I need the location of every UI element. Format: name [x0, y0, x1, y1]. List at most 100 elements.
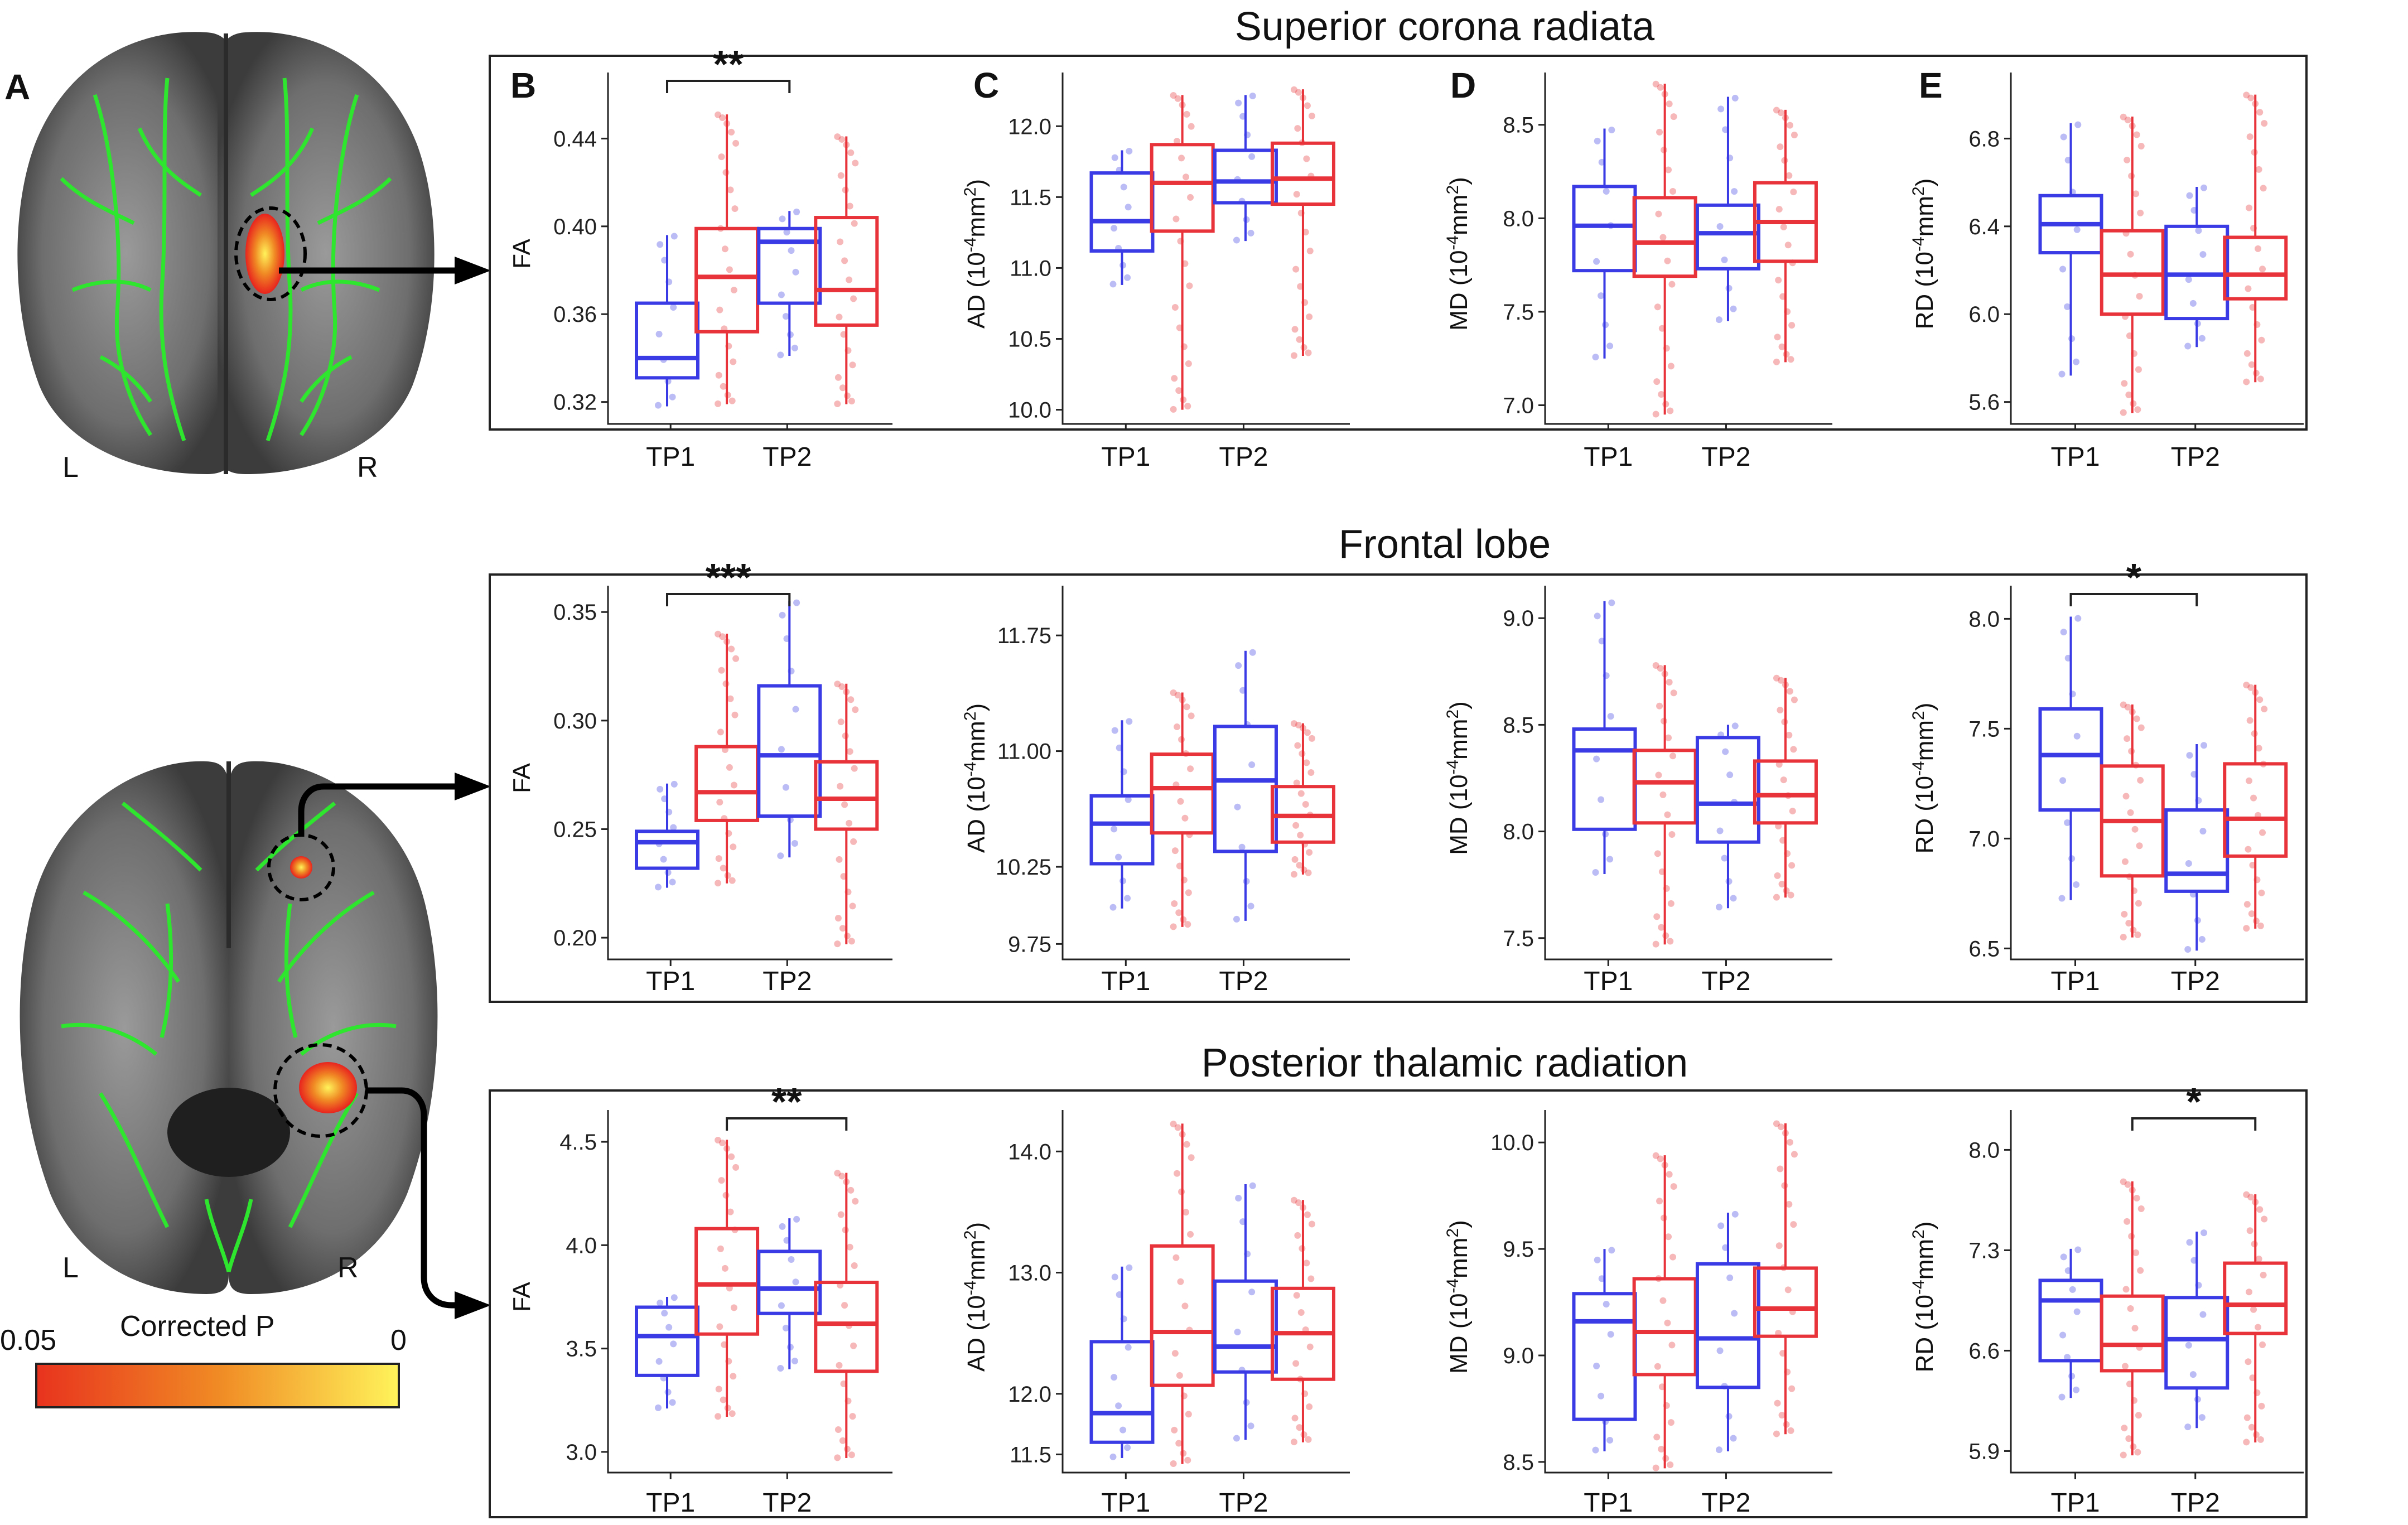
data-point [2127, 250, 2134, 258]
data-point [1171, 900, 1178, 907]
box-iqr [814, 760, 879, 831]
data-point [2255, 1255, 2262, 1262]
y-tick-label: 3.5 [566, 1337, 597, 1362]
data-point [720, 865, 727, 872]
data-point [1184, 921, 1191, 928]
box-red [1753, 1120, 1818, 1437]
arrowhead-frontal [455, 773, 491, 800]
data-point [716, 306, 723, 313]
data-point [719, 1140, 726, 1147]
data-point [2259, 1341, 2266, 1348]
data-point [1784, 1368, 1791, 1376]
data-point [783, 635, 790, 643]
data-point [1171, 1426, 1178, 1434]
data-point [1290, 720, 1297, 727]
data-point [793, 599, 800, 606]
data-point [2252, 1199, 2259, 1206]
data-point [1111, 154, 1118, 161]
box-red [1632, 80, 1697, 418]
box-iqr [1632, 749, 1697, 825]
data-point [1784, 308, 1791, 315]
data-point [843, 392, 851, 399]
data-point [2133, 131, 2140, 138]
region-frame [489, 573, 2308, 1003]
data-point [1297, 832, 1304, 839]
data-point [1781, 1182, 1788, 1189]
data-point [2130, 1443, 2137, 1450]
data-point [834, 940, 841, 948]
data-point [1188, 1154, 1195, 1161]
y-tick-label: 8.0 [1968, 1138, 2000, 1162]
connector-arrow-ptr [365, 1087, 457, 1309]
data-point [1787, 891, 1794, 899]
data-point [724, 1405, 731, 1412]
data-point [840, 873, 847, 880]
data-point [1661, 670, 1668, 678]
x-category-label: TP2 [1701, 1488, 1750, 1518]
data-point [2064, 819, 2071, 826]
box-iqr [1270, 141, 1335, 206]
data-point [2121, 858, 2129, 865]
data-point [2184, 342, 2192, 350]
x-category-label: TP2 [1701, 967, 1750, 996]
data-point [2252, 689, 2259, 696]
y-tick-label: 7.0 [1503, 393, 1534, 418]
box-blue [2164, 742, 2230, 953]
data-point [1777, 677, 1784, 684]
data-point [715, 111, 722, 118]
data-point [2074, 1246, 2082, 1253]
data-point [727, 186, 734, 194]
data-point [1296, 862, 1303, 869]
data-point [2199, 1311, 2207, 1318]
data-point [1658, 325, 1666, 332]
data-point [1773, 674, 1780, 682]
data-point [2185, 1341, 2192, 1349]
data-point [728, 645, 735, 653]
y-tick-label: 12.0 [1008, 114, 1051, 139]
data-point [2190, 771, 2198, 778]
data-point [777, 351, 784, 359]
data-point [836, 856, 843, 863]
data-point [1665, 1233, 1672, 1241]
data-point [715, 880, 722, 887]
box-red [1753, 674, 1818, 901]
data-point [1294, 125, 1301, 132]
data-point [1297, 210, 1305, 217]
data-point [1653, 913, 1661, 920]
box-red [2100, 701, 2165, 941]
data-point [1658, 1383, 1666, 1391]
data-point [848, 938, 855, 945]
data-point [1174, 1170, 1181, 1177]
data-point [1126, 1264, 1133, 1271]
data-point [728, 397, 736, 404]
axis-lines [2010, 73, 2304, 425]
data-point [1233, 915, 1240, 923]
data-point [846, 819, 853, 827]
data-point [715, 371, 722, 379]
data-point [1780, 224, 1787, 231]
data-point [2060, 629, 2067, 636]
data-point [2068, 855, 2076, 862]
data-point [1668, 831, 1676, 838]
box-iqr [1089, 1340, 1155, 1444]
data-point [2258, 336, 2265, 344]
data-point [1774, 1399, 1781, 1407]
box-red [1150, 689, 1215, 930]
data-point [2068, 335, 2076, 342]
data-point [1786, 1200, 1793, 1208]
data-point [2058, 895, 2066, 902]
data-point [1731, 1210, 1739, 1218]
data-point [1119, 262, 1127, 269]
box-red [814, 133, 879, 407]
data-point [1663, 885, 1670, 892]
data-point [730, 843, 737, 851]
data-point [1782, 1130, 1789, 1137]
data-point [788, 1256, 795, 1263]
data-point [1124, 274, 1131, 281]
data-point [1670, 1183, 1677, 1190]
data-point [2129, 122, 2136, 129]
y-tick-label: 5.6 [1968, 390, 2000, 415]
x-category-label: TP1 [1101, 967, 1150, 996]
data-point [839, 384, 846, 392]
data-point [2198, 335, 2206, 342]
